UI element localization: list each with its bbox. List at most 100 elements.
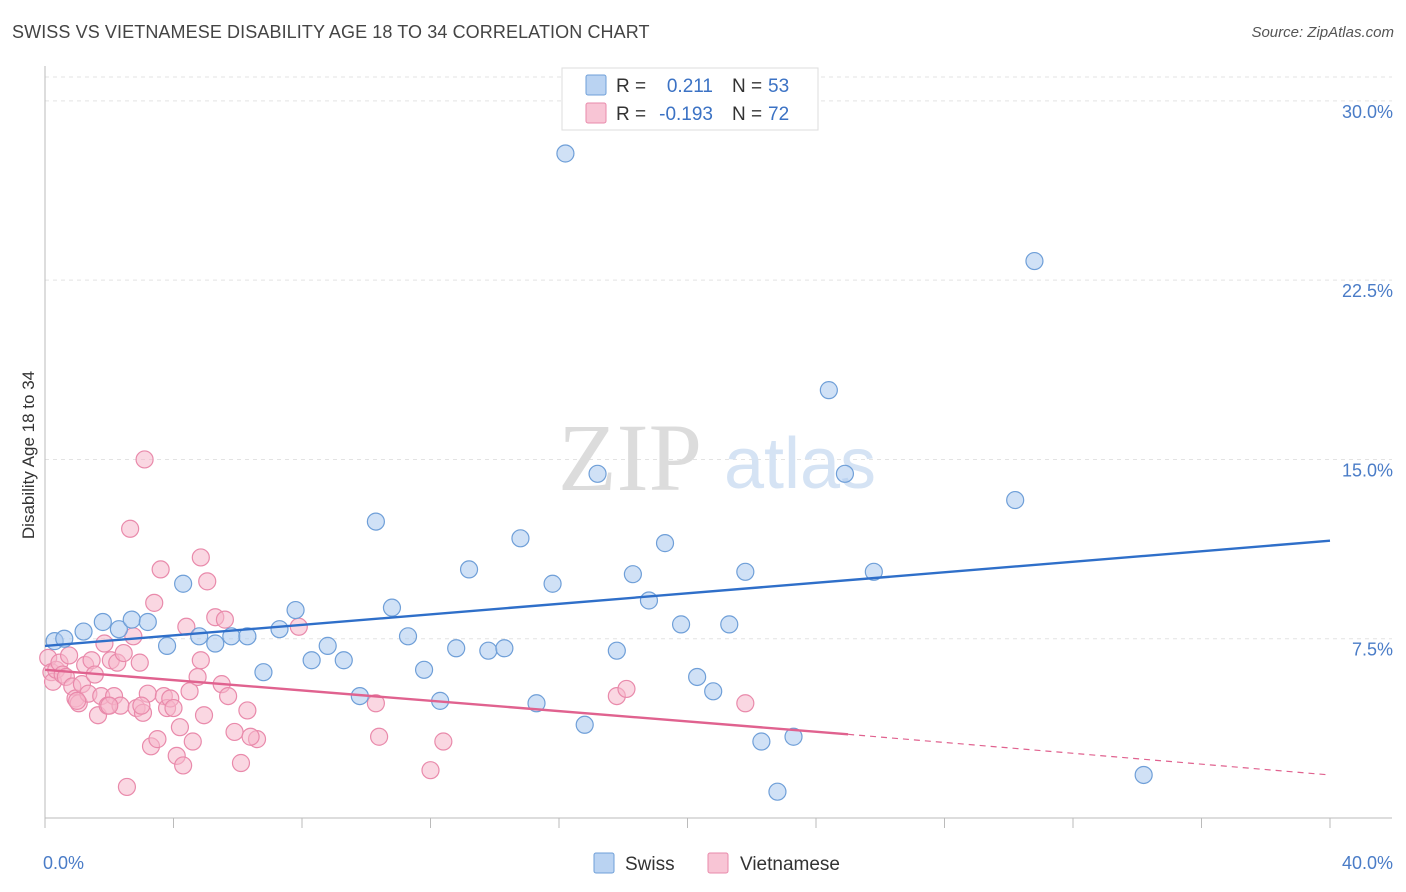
vietnamese-point-18 <box>95 634 114 653</box>
bottom-legend-label-vietnamese: Vietnamese <box>740 854 840 875</box>
swiss-point-43 <box>736 562 755 581</box>
swiss-point-52 <box>1134 765 1153 785</box>
swiss-point-51 <box>1025 251 1044 271</box>
vietnamese-points <box>39 450 755 797</box>
swiss-point-39 <box>671 615 691 634</box>
legend: R = 0.211 N = 53 R = -0.193 N = 72 <box>561 67 819 131</box>
swiss-point-47 <box>819 381 838 400</box>
watermark: ZIP atlas <box>558 404 876 511</box>
vietnamese-point-50 <box>198 572 217 591</box>
watermark-zip: ZIP <box>558 404 702 511</box>
y-axis-label: Disability Age 18 to 34 <box>19 371 38 539</box>
swiss-point-33 <box>575 715 594 734</box>
swiss-point-25 <box>447 639 466 658</box>
vietnamese-point-35 <box>148 730 167 749</box>
swiss-point-17 <box>318 636 337 655</box>
swiss-point-21 <box>382 598 402 617</box>
swiss-point-38 <box>655 534 675 553</box>
swiss-point-15 <box>286 600 305 620</box>
axes <box>44 66 1392 828</box>
swiss-point-44 <box>752 732 771 751</box>
swiss-point-14 <box>270 620 289 639</box>
swiss-point-37 <box>639 591 659 610</box>
vietnamese-point-43 <box>174 756 193 775</box>
swiss-point-26 <box>459 560 479 579</box>
swiss-point-9 <box>190 627 209 646</box>
legend-swatch-vietnamese <box>585 102 607 124</box>
swiss-point-22 <box>398 627 418 646</box>
x-tick-label-1: 40.0% <box>1342 853 1393 873</box>
chart-title: SWISS VS VIETNAMESE DISABILITY AGE 18 TO… <box>12 22 650 42</box>
swiss-point-42 <box>720 615 739 634</box>
swiss-point-2 <box>74 622 93 641</box>
swiss-point-4 <box>109 620 128 639</box>
vietnamese-point-26 <box>121 519 140 538</box>
bottom-legend-swatch-swiss <box>593 852 615 874</box>
vietnamese-point-67 <box>68 691 87 710</box>
x-tick-label-0: 0.0% <box>43 853 84 873</box>
vietnamese-point-48 <box>191 548 210 567</box>
swiss-point-28 <box>495 639 514 658</box>
y-tick-label-2: 22.5% <box>1342 281 1393 301</box>
vietnamese-point-54 <box>225 722 244 742</box>
legend-n-value-swiss: 53 <box>768 76 789 97</box>
swiss-point-13 <box>254 663 273 682</box>
vietnamese-point-46 <box>183 732 202 751</box>
swiss-point-30 <box>527 694 546 713</box>
tick-labels: 7.5% 15.0% 22.5% 30.0% 0.0% 40.0% <box>43 102 1393 873</box>
swiss-point-5 <box>122 610 141 629</box>
vietnamese-point-66 <box>241 727 260 746</box>
vietnamese-point-55 <box>231 753 251 773</box>
legend-r-label-swiss: R = <box>616 76 646 97</box>
bottom-legend-swatch-vietnamese <box>707 852 729 874</box>
swiss-point-36 <box>623 565 642 584</box>
swiss-point-35 <box>607 641 626 660</box>
swiss-points <box>45 144 1153 801</box>
vietnamese-point-65 <box>736 694 755 713</box>
legend-swatch-swiss <box>585 74 607 96</box>
vietnamese-point-25 <box>117 777 137 797</box>
vietnamese-point-71 <box>191 651 210 670</box>
vietnamese-point-29 <box>130 653 149 672</box>
vietnamese-point-61 <box>421 761 440 780</box>
legend-n-label-vietnamese: N = <box>732 104 762 125</box>
vietnamese-point-40 <box>164 698 183 718</box>
swiss-point-45 <box>768 782 787 801</box>
vietnamese-point-59 <box>366 694 385 713</box>
swiss-point-41 <box>704 682 723 701</box>
vietnamese-point-45 <box>180 682 199 701</box>
vietnamese-point-31 <box>135 450 154 469</box>
y-tick-label-3: 30.0% <box>1342 102 1393 122</box>
vietnamese-point-24 <box>114 643 133 663</box>
vietnamese-point-36 <box>151 560 170 579</box>
bottom-legend-label-swiss: Swiss <box>625 854 675 875</box>
swiss-point-20 <box>366 512 385 531</box>
swiss-point-3 <box>93 612 112 632</box>
bottom-legend: Swiss Vietnamese <box>593 852 840 875</box>
y-tick-label-0: 7.5% <box>1352 640 1393 660</box>
trendline-vietnamese-1 <box>44 668 849 736</box>
swiss-point-32 <box>556 144 575 163</box>
swiss-point-50 <box>1006 490 1025 510</box>
trendline-vietnamese-2 <box>848 733 1331 776</box>
vietnamese-point-64 <box>617 679 636 699</box>
vietnamese-point-53 <box>219 686 238 706</box>
y-tick-label-1: 15.0% <box>1342 460 1393 480</box>
vietnamese-point-42 <box>170 718 190 737</box>
chart-source: Source: ZipAtlas.com <box>1251 24 1394 41</box>
vietnamese-point-56 <box>238 701 257 720</box>
legend-n-value-vietnamese: 72 <box>768 104 789 125</box>
vietnamese-point-34 <box>145 593 164 612</box>
swiss-point-46 <box>784 727 803 746</box>
vietnamese-point-49 <box>194 706 214 725</box>
swiss-point-7 <box>157 636 177 655</box>
swiss-point-23 <box>414 660 434 679</box>
swiss-point-16 <box>302 651 321 670</box>
swiss-point-10 <box>206 634 225 653</box>
legend-n-label-swiss: N = <box>732 76 762 97</box>
swiss-point-34 <box>588 464 607 483</box>
swiss-point-27 <box>479 641 498 660</box>
legend-r-label-vietnamese: R = <box>616 104 646 125</box>
swiss-point-31 <box>543 574 562 593</box>
